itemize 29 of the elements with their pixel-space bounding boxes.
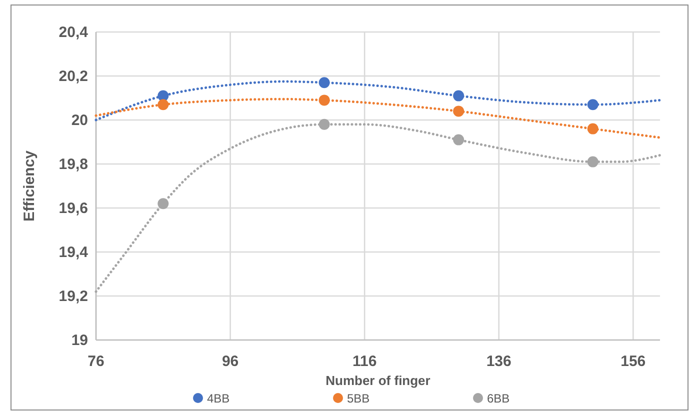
point <box>453 90 464 102</box>
point <box>587 123 598 134</box>
point <box>453 134 464 146</box>
point <box>453 106 464 117</box>
y-tick-label: 19 <box>71 332 88 349</box>
y-tick-label: 20,2 <box>58 68 88 85</box>
y-tick-label: 19,4 <box>58 244 89 261</box>
point <box>158 198 169 210</box>
point <box>587 156 598 168</box>
y-tick-label: 19,6 <box>58 200 88 217</box>
y-axis-title: Efficiency <box>21 150 38 222</box>
x-tick-label: 116 <box>352 353 377 370</box>
y-tick-label: 20 <box>71 112 88 129</box>
y-tick-label: 19,2 <box>58 288 88 305</box>
point <box>318 94 330 106</box>
legend-label: 6BB <box>487 392 510 406</box>
point <box>158 99 169 110</box>
point <box>318 77 330 88</box>
x-tick-label: 96 <box>222 353 239 370</box>
legend-label: 4BB <box>207 392 230 406</box>
legend-label: 5BB <box>347 392 370 406</box>
point <box>587 99 598 110</box>
x-axis-title: Number of finger <box>326 373 430 388</box>
x-tick-label: 156 <box>620 353 646 370</box>
y-tick-label: 20,4 <box>58 24 89 41</box>
x-tick-label: 76 <box>88 353 104 370</box>
point <box>318 118 330 130</box>
x-tick-label: 136 <box>486 353 512 370</box>
y-tick-label: 19,8 <box>58 156 88 173</box>
